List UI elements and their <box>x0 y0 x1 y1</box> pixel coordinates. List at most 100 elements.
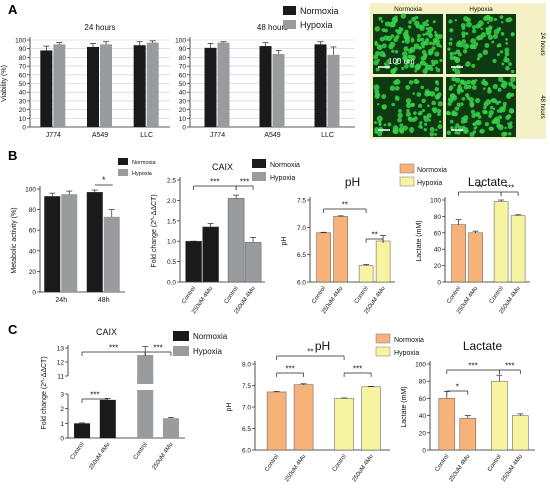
c3-sig-label: * <box>456 383 459 392</box>
c1-xtick-label: 250uM 4Mu <box>152 442 175 471</box>
micrograph-cell <box>449 28 454 33</box>
b1-bar <box>44 196 61 292</box>
b1-legend-swatch <box>118 169 128 176</box>
c1-ytick-label: 3 <box>60 392 64 399</box>
micrograph-cell <box>487 34 493 40</box>
b4-ytick-label: 20 <box>434 263 442 270</box>
micrograph-cell <box>416 37 422 42</box>
a48-ytick-label: 60 <box>179 72 187 79</box>
micrograph-cell <box>492 83 498 90</box>
c2-legend-swatch <box>375 346 391 357</box>
micrograph-cell <box>448 41 453 46</box>
micrograph-cell <box>437 112 441 117</box>
micrograph-cell <box>471 63 476 68</box>
a48-ytick-label: 0 <box>182 125 186 132</box>
c2-bar <box>293 384 314 451</box>
micrograph-cell <box>410 103 415 107</box>
micrograph-cell <box>404 63 409 69</box>
c2-ylabel: pH <box>226 403 233 412</box>
b4-xtick-label: Control <box>489 286 505 305</box>
micrograph-cell <box>389 41 396 48</box>
micrograph-cell <box>405 58 411 64</box>
micrograph-cell <box>434 33 439 38</box>
b2-legend-swatch <box>252 172 266 181</box>
micrograph-cell <box>407 25 412 29</box>
micrograph-cell <box>397 108 402 113</box>
micrograph-cell <box>449 37 453 41</box>
panel-a-label: A <box>8 2 18 17</box>
micrograph-cell <box>504 55 508 59</box>
c3-ytick-label: 60 <box>419 396 427 403</box>
micrograph-cell <box>434 86 440 92</box>
b4-ytick-label: 0 <box>437 280 441 287</box>
micrograph-cell <box>415 23 421 29</box>
a24-ytick-label: 70 <box>19 64 27 71</box>
micrograph-cell <box>419 25 425 31</box>
micrograph-cell <box>431 41 436 46</box>
micrograph-cell <box>405 98 412 104</box>
micrograph-cell <box>496 53 501 57</box>
a24-bar <box>53 44 66 127</box>
b3-ylabel: pH <box>281 237 288 246</box>
c2-title: pH <box>315 339 330 353</box>
a48-xtick-label: A549 <box>264 132 280 139</box>
micrograph-cell <box>426 104 430 108</box>
micrograph-cell <box>505 17 510 23</box>
micrograph-cell <box>499 50 504 54</box>
micrograph-cell <box>437 101 443 107</box>
micrograph-cell <box>387 122 392 127</box>
a48-bar <box>217 42 230 127</box>
micrograph-cell <box>467 84 472 90</box>
c2-xtick-label: Control <box>332 454 348 473</box>
micrograph-cell <box>508 132 512 136</box>
a24-bar <box>100 44 112 127</box>
c1-sig-label: *** <box>90 391 99 400</box>
c3-xtick-label: 250uM 4Mu <box>448 454 471 483</box>
micrograph-cell <box>393 37 399 42</box>
micrograph-cell <box>453 83 456 87</box>
c2-legend-label: Hypoxia <box>394 350 419 357</box>
c3-xtick-label: 250uM 4Mu <box>501 454 524 483</box>
micrograph-cell <box>379 36 385 42</box>
micrograph-cell <box>399 123 404 128</box>
c2-ytick-label: 6.5 <box>242 426 251 433</box>
micrograph-cell <box>429 90 436 97</box>
micrograph-cell <box>403 46 409 52</box>
b1-ylabel: Metabolic activity (%) <box>11 207 18 273</box>
b1-bar <box>103 216 120 292</box>
micrograph-cell <box>483 105 487 110</box>
c2-xtick-label: 250uM 4Mu <box>284 454 307 483</box>
micrograph-cell <box>468 96 475 103</box>
c3-xtick-label: Control <box>434 454 450 473</box>
b2-bar <box>227 198 245 283</box>
c1-ytick-label: 11 <box>57 374 64 381</box>
a24-xtick-label: J774 <box>46 132 61 139</box>
micrograph-cell <box>470 109 476 115</box>
b1-xtick-label: 24h <box>55 297 67 304</box>
c3-ytick-label: 80 <box>419 379 427 386</box>
a24-bar <box>146 42 159 127</box>
micrograph-cell <box>428 33 433 39</box>
micrograph-cell <box>504 47 510 53</box>
b3-bar <box>333 216 348 283</box>
micrograph-cell <box>503 131 508 137</box>
micrograph-cell <box>416 92 422 97</box>
micrograph-cell <box>411 16 416 22</box>
c1-ytick-label: 1 <box>60 421 64 428</box>
b3-bar <box>358 265 374 283</box>
micrograph-cell <box>405 84 411 90</box>
c3-sig-label: *** <box>468 362 477 371</box>
b1-ytick-label: 80 <box>29 207 37 214</box>
b3-legend-label: Normoxia <box>417 167 447 174</box>
micrograph-cell <box>449 51 454 57</box>
b4-ylabel: Lactate (mM) <box>416 220 423 261</box>
micrograph-cell <box>498 76 504 83</box>
micrograph-cell <box>504 126 507 130</box>
micrograph-cell <box>418 124 423 129</box>
b2-bar <box>185 240 202 283</box>
micrograph-cell <box>437 124 443 130</box>
micrograph-cell <box>474 79 478 82</box>
micrograph-cell <box>428 118 432 122</box>
micrograph-cell <box>482 49 489 56</box>
